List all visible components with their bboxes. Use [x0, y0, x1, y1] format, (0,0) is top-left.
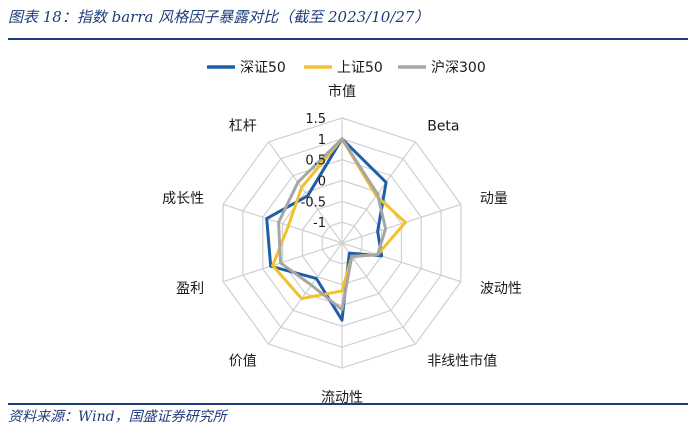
axis-label: 盈利	[176, 281, 204, 297]
grid-layer	[222, 117, 462, 369]
axis-label: 动量	[480, 191, 508, 207]
series-line	[271, 137, 407, 301]
legend: 深证50 上证50 沪深300	[207, 60, 486, 76]
axis-label: 非线性市值	[427, 352, 497, 369]
tick-label: 1	[318, 133, 326, 148]
tick-label: 0	[318, 175, 326, 190]
legend-label: 深证50	[240, 60, 286, 76]
legend-label: 上证50	[337, 60, 383, 76]
spoke-line	[268, 141, 343, 244]
axis-label: 价值	[229, 353, 257, 369]
tick-label: 1.5	[305, 112, 326, 127]
series-layer	[265, 137, 407, 322]
spoke-line	[341, 141, 416, 244]
spoke-line	[341, 203, 462, 244]
tick-label: 0.5	[305, 154, 326, 169]
top-rule	[8, 38, 688, 40]
axis-label: 杠杆	[229, 119, 257, 135]
spoke-line	[222, 242, 343, 283]
spoke-line	[341, 242, 416, 345]
axis-label: 成长性	[162, 191, 204, 207]
bottom-rule	[8, 403, 688, 405]
spoke-line	[268, 242, 343, 345]
legend-label: 沪深300	[431, 60, 486, 76]
tick-label: -0.5	[301, 195, 326, 210]
axis-label: 流动性	[321, 390, 363, 406]
tick-label: -1	[313, 216, 326, 231]
axis-label: 市值	[328, 83, 356, 100]
spoke-line	[341, 242, 462, 283]
series-line	[265, 137, 388, 322]
axis-label: Beta	[427, 119, 459, 135]
spoke-line	[222, 203, 343, 244]
series-line	[277, 137, 388, 312]
figure-caption: 图表 18：指数 barra 风格因子暴露对比（截至 2023/10/27）	[8, 8, 430, 26]
source-note: 资料来源：Wind，国盛证券研究所	[8, 409, 227, 425]
axis-label: 波动性	[480, 281, 522, 297]
